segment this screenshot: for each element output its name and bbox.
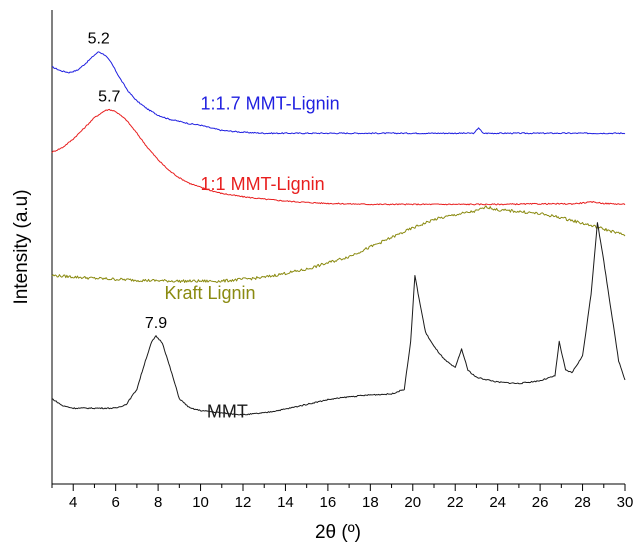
x-tick-label: 10 — [192, 494, 209, 511]
x-tick-label: 22 — [447, 494, 464, 511]
peak-labels: 5.2 5.7 7.9 — [88, 31, 168, 332]
series-line-1-1-mmt-lignin — [51, 108, 626, 206]
x-tick-label: 12 — [235, 494, 252, 511]
series-label-kraft-lignin: Kraft Lignin — [164, 283, 255, 303]
x-tick-label: 20 — [404, 494, 421, 511]
x-tick-label: 26 — [532, 494, 549, 511]
series-lines — [51, 51, 626, 416]
series-label-1-1-7-mmt-lignin: 1:1.7 MMT-Lignin — [201, 94, 340, 114]
peak-label: 7.9 — [145, 315, 167, 332]
x-tick-label: 16 — [320, 494, 337, 511]
series-line-1-1-7-mmt-lignin — [51, 51, 626, 135]
x-tick-label: 30 — [617, 494, 634, 511]
peak-label: 5.7 — [98, 89, 120, 106]
x-tick-label: 28 — [574, 494, 591, 511]
series-label-1-1-mmt-lignin: 1:1 MMT-Lignin — [201, 174, 325, 194]
peak-label: 5.2 — [88, 31, 110, 48]
x-ticks: 4 6 8 10 12 14 16 18 20 22 24 26 28 30 — [51, 484, 634, 511]
y-axis-title: Intensity (a.u) — [11, 189, 32, 304]
series-line-mmt — [51, 222, 626, 416]
series-label-mmt: MMT — [207, 402, 248, 422]
x-tick-label: 14 — [277, 494, 294, 511]
x-tick-label: 4 — [69, 494, 77, 511]
plot-frame — [51, 10, 625, 485]
x-tick-label: 24 — [489, 494, 506, 511]
x-axis-title: 2θ (º) — [315, 522, 361, 543]
series-labels: 1:1.7 MMT-Lignin 1:1 MMT-Lignin Kraft Lign… — [164, 94, 339, 422]
x-tick-label: 6 — [111, 494, 119, 511]
x-tick-label: 8 — [154, 494, 162, 511]
x-tick-label: 18 — [362, 494, 379, 511]
series-line-kraft-lignin — [51, 205, 626, 284]
